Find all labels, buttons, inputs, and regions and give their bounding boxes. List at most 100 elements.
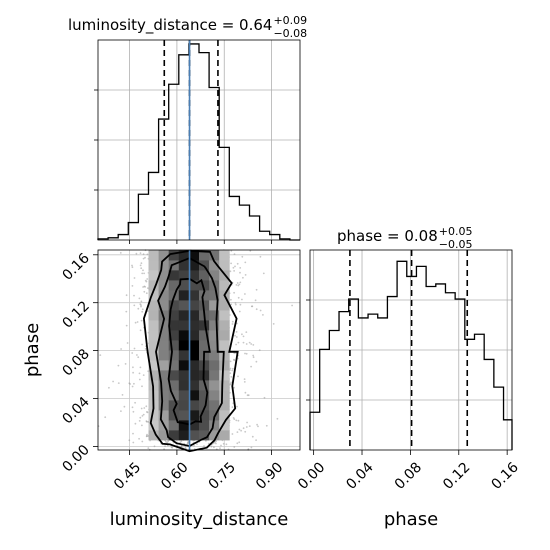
density-cell bbox=[209, 370, 220, 381]
density-point bbox=[203, 445, 205, 447]
density-cell bbox=[168, 250, 180, 261]
density-point bbox=[265, 424, 268, 427]
density-cell bbox=[188, 250, 200, 261]
phase-title-minus: −0.05 bbox=[439, 238, 473, 251]
density-point bbox=[232, 266, 235, 269]
density-cell bbox=[199, 420, 210, 431]
density-cell bbox=[168, 360, 180, 371]
density-point bbox=[235, 331, 238, 333]
density-point bbox=[142, 253, 145, 256]
density-point bbox=[141, 440, 144, 443]
density-point bbox=[255, 308, 258, 311]
phase-histogram-x-ticks: 0.00 0.04 0.08 0.12 0.16 bbox=[295, 450, 522, 493]
density-point bbox=[236, 431, 239, 433]
density-point bbox=[146, 420, 148, 423]
density-cell bbox=[188, 390, 200, 401]
density-point bbox=[196, 443, 198, 445]
density-point bbox=[250, 343, 253, 345]
density-cell bbox=[209, 290, 220, 301]
density-point bbox=[143, 407, 146, 409]
density-cell bbox=[188, 270, 200, 281]
density-cell bbox=[219, 300, 230, 311]
density-point bbox=[244, 293, 246, 295]
y-axis-label-phase: phase bbox=[22, 323, 43, 377]
density-point bbox=[143, 290, 146, 293]
density-point bbox=[184, 446, 187, 448]
density-point bbox=[142, 269, 144, 272]
density-point bbox=[140, 305, 142, 308]
density-point bbox=[256, 423, 258, 426]
density-cell bbox=[209, 340, 220, 351]
density-cell bbox=[209, 310, 220, 321]
density-point bbox=[222, 442, 225, 445]
density-cell bbox=[178, 350, 190, 361]
density-cell bbox=[178, 380, 190, 391]
density-point bbox=[252, 356, 255, 359]
density-cell bbox=[168, 340, 180, 351]
density-point bbox=[144, 348, 147, 350]
density-cell bbox=[209, 380, 220, 391]
density-point bbox=[243, 378, 246, 380]
density-point bbox=[229, 383, 232, 385]
density-point bbox=[255, 439, 257, 441]
density-cell bbox=[199, 300, 210, 311]
density-cell bbox=[199, 280, 210, 291]
density-point bbox=[137, 356, 140, 359]
density-point bbox=[230, 262, 233, 265]
density-point bbox=[141, 343, 144, 346]
density-point bbox=[146, 411, 148, 413]
phase-quantile-lines bbox=[349, 250, 469, 450]
density-point bbox=[124, 363, 127, 365]
phase-histogram-panel: 0.00 0.04 0.08 0.12 0.16 phase = 0.08 +0.05 … bbox=[295, 225, 522, 530]
phase-histogram-grid bbox=[310, 250, 512, 450]
density-cell bbox=[209, 250, 220, 261]
density-point bbox=[235, 419, 238, 422]
density-point bbox=[242, 276, 244, 279]
density-point bbox=[262, 314, 264, 316]
density-cell bbox=[158, 320, 170, 331]
density-point bbox=[186, 441, 189, 444]
density-cell bbox=[168, 310, 180, 321]
density-point bbox=[145, 292, 148, 295]
density-contour-middle bbox=[155, 257, 225, 448]
density-point bbox=[248, 425, 251, 427]
density-point bbox=[242, 335, 245, 338]
density-point bbox=[131, 406, 134, 409]
density-cell bbox=[219, 430, 230, 441]
density-cell bbox=[168, 350, 180, 361]
density-point bbox=[258, 349, 261, 352]
density-point bbox=[230, 298, 232, 301]
density-point bbox=[121, 394, 124, 396]
density-cell bbox=[148, 300, 159, 311]
density-point bbox=[126, 342, 129, 344]
density-point bbox=[229, 270, 232, 273]
density-cell bbox=[188, 300, 200, 311]
density-cell bbox=[148, 420, 159, 431]
density-point bbox=[229, 367, 232, 370]
density-point bbox=[138, 437, 141, 440]
density-cell bbox=[148, 360, 159, 371]
luminosity-distance-histogram-panel: luminosity_distance = 0.64 +0.09 −0.08 bbox=[68, 14, 307, 244]
density-point bbox=[237, 375, 239, 378]
density-point bbox=[131, 352, 134, 354]
density-cell bbox=[178, 320, 190, 331]
density-cell bbox=[178, 410, 190, 421]
density-xtick-label-1: 0.60 bbox=[158, 459, 191, 492]
density-cell bbox=[219, 340, 230, 351]
density-cell bbox=[219, 380, 230, 391]
phase-title: phase = 0.08 bbox=[337, 227, 438, 245]
density-point bbox=[145, 435, 148, 437]
density-frame bbox=[97, 249, 301, 451]
density-point bbox=[140, 262, 143, 265]
density-point bbox=[143, 285, 146, 288]
density-cell bbox=[168, 300, 180, 311]
density-cell bbox=[178, 420, 190, 431]
density-ytick-label-1: 0.04 bbox=[59, 394, 92, 427]
density-point bbox=[242, 427, 245, 430]
density-cell bbox=[148, 290, 159, 301]
density-point bbox=[225, 443, 228, 446]
density-point bbox=[245, 426, 248, 428]
density-cell bbox=[199, 390, 210, 401]
density-cell bbox=[209, 270, 220, 281]
